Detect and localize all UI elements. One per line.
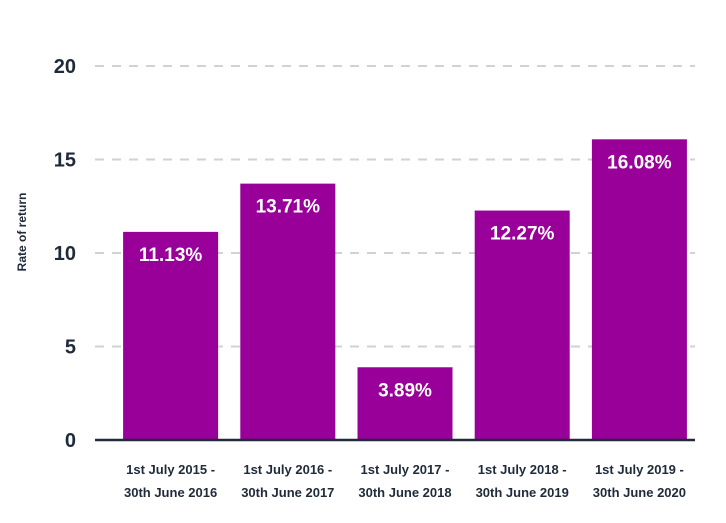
bar bbox=[591, 139, 687, 440]
x-tick-label-line: 30th June 2016 bbox=[124, 485, 217, 500]
x-tick-label-line: 30th June 2018 bbox=[358, 485, 451, 500]
bar-value-label: 3.89% bbox=[378, 380, 432, 401]
y-tick-label: 5 bbox=[65, 337, 76, 359]
x-tick-label-line: 30th June 2020 bbox=[593, 485, 686, 500]
x-tick-label-line: 1st July 2018 - bbox=[478, 462, 567, 477]
x-tick-label: 1st July 2015 - 30th June 2016 bbox=[124, 462, 217, 500]
x-tick-label: 1st July 2019 - 30th June 2020 bbox=[593, 462, 686, 500]
bar-value-label: 13.71% bbox=[256, 197, 321, 218]
y-tick-label: 15 bbox=[54, 150, 76, 172]
x-tick-label-line: 30th June 2017 bbox=[241, 485, 334, 500]
bar bbox=[474, 210, 570, 440]
bar-value-label: 16.08% bbox=[607, 152, 672, 173]
x-tick-label: 1st July 2016 - 30th June 2017 bbox=[241, 462, 334, 500]
bar bbox=[123, 231, 219, 440]
bar-value-labels: 11.13% 13.71% 3.89% 12.27% 16.08% bbox=[139, 152, 672, 401]
bar bbox=[240, 183, 336, 441]
bar-value-label: 12.27% bbox=[490, 224, 555, 245]
y-tick-label: 0 bbox=[65, 430, 76, 452]
bar-value-label: 11.13% bbox=[139, 245, 202, 266]
y-axis-title: Rate of return bbox=[15, 193, 29, 272]
x-tick-label-line: 1st July 2019 - bbox=[595, 462, 684, 477]
x-tick-label: 1st July 2018 - 30th June 2019 bbox=[476, 462, 569, 500]
x-tick-label-line: 1st July 2017 - bbox=[361, 462, 450, 477]
x-tick-label-line: 30th June 2019 bbox=[476, 485, 569, 500]
y-tick-label: 10 bbox=[54, 243, 76, 265]
x-tick-label-line: 1st July 2016 - bbox=[243, 462, 332, 477]
y-axis-ticks: 0 5 10 15 20 bbox=[54, 56, 76, 452]
x-tick-label: 1st July 2017 - 30th June 2018 bbox=[358, 462, 451, 500]
y-tick-label: 20 bbox=[54, 56, 76, 78]
x-tick-label-line: 1st July 2015 - bbox=[126, 462, 215, 477]
bars bbox=[123, 139, 687, 441]
bar bbox=[357, 367, 453, 440]
